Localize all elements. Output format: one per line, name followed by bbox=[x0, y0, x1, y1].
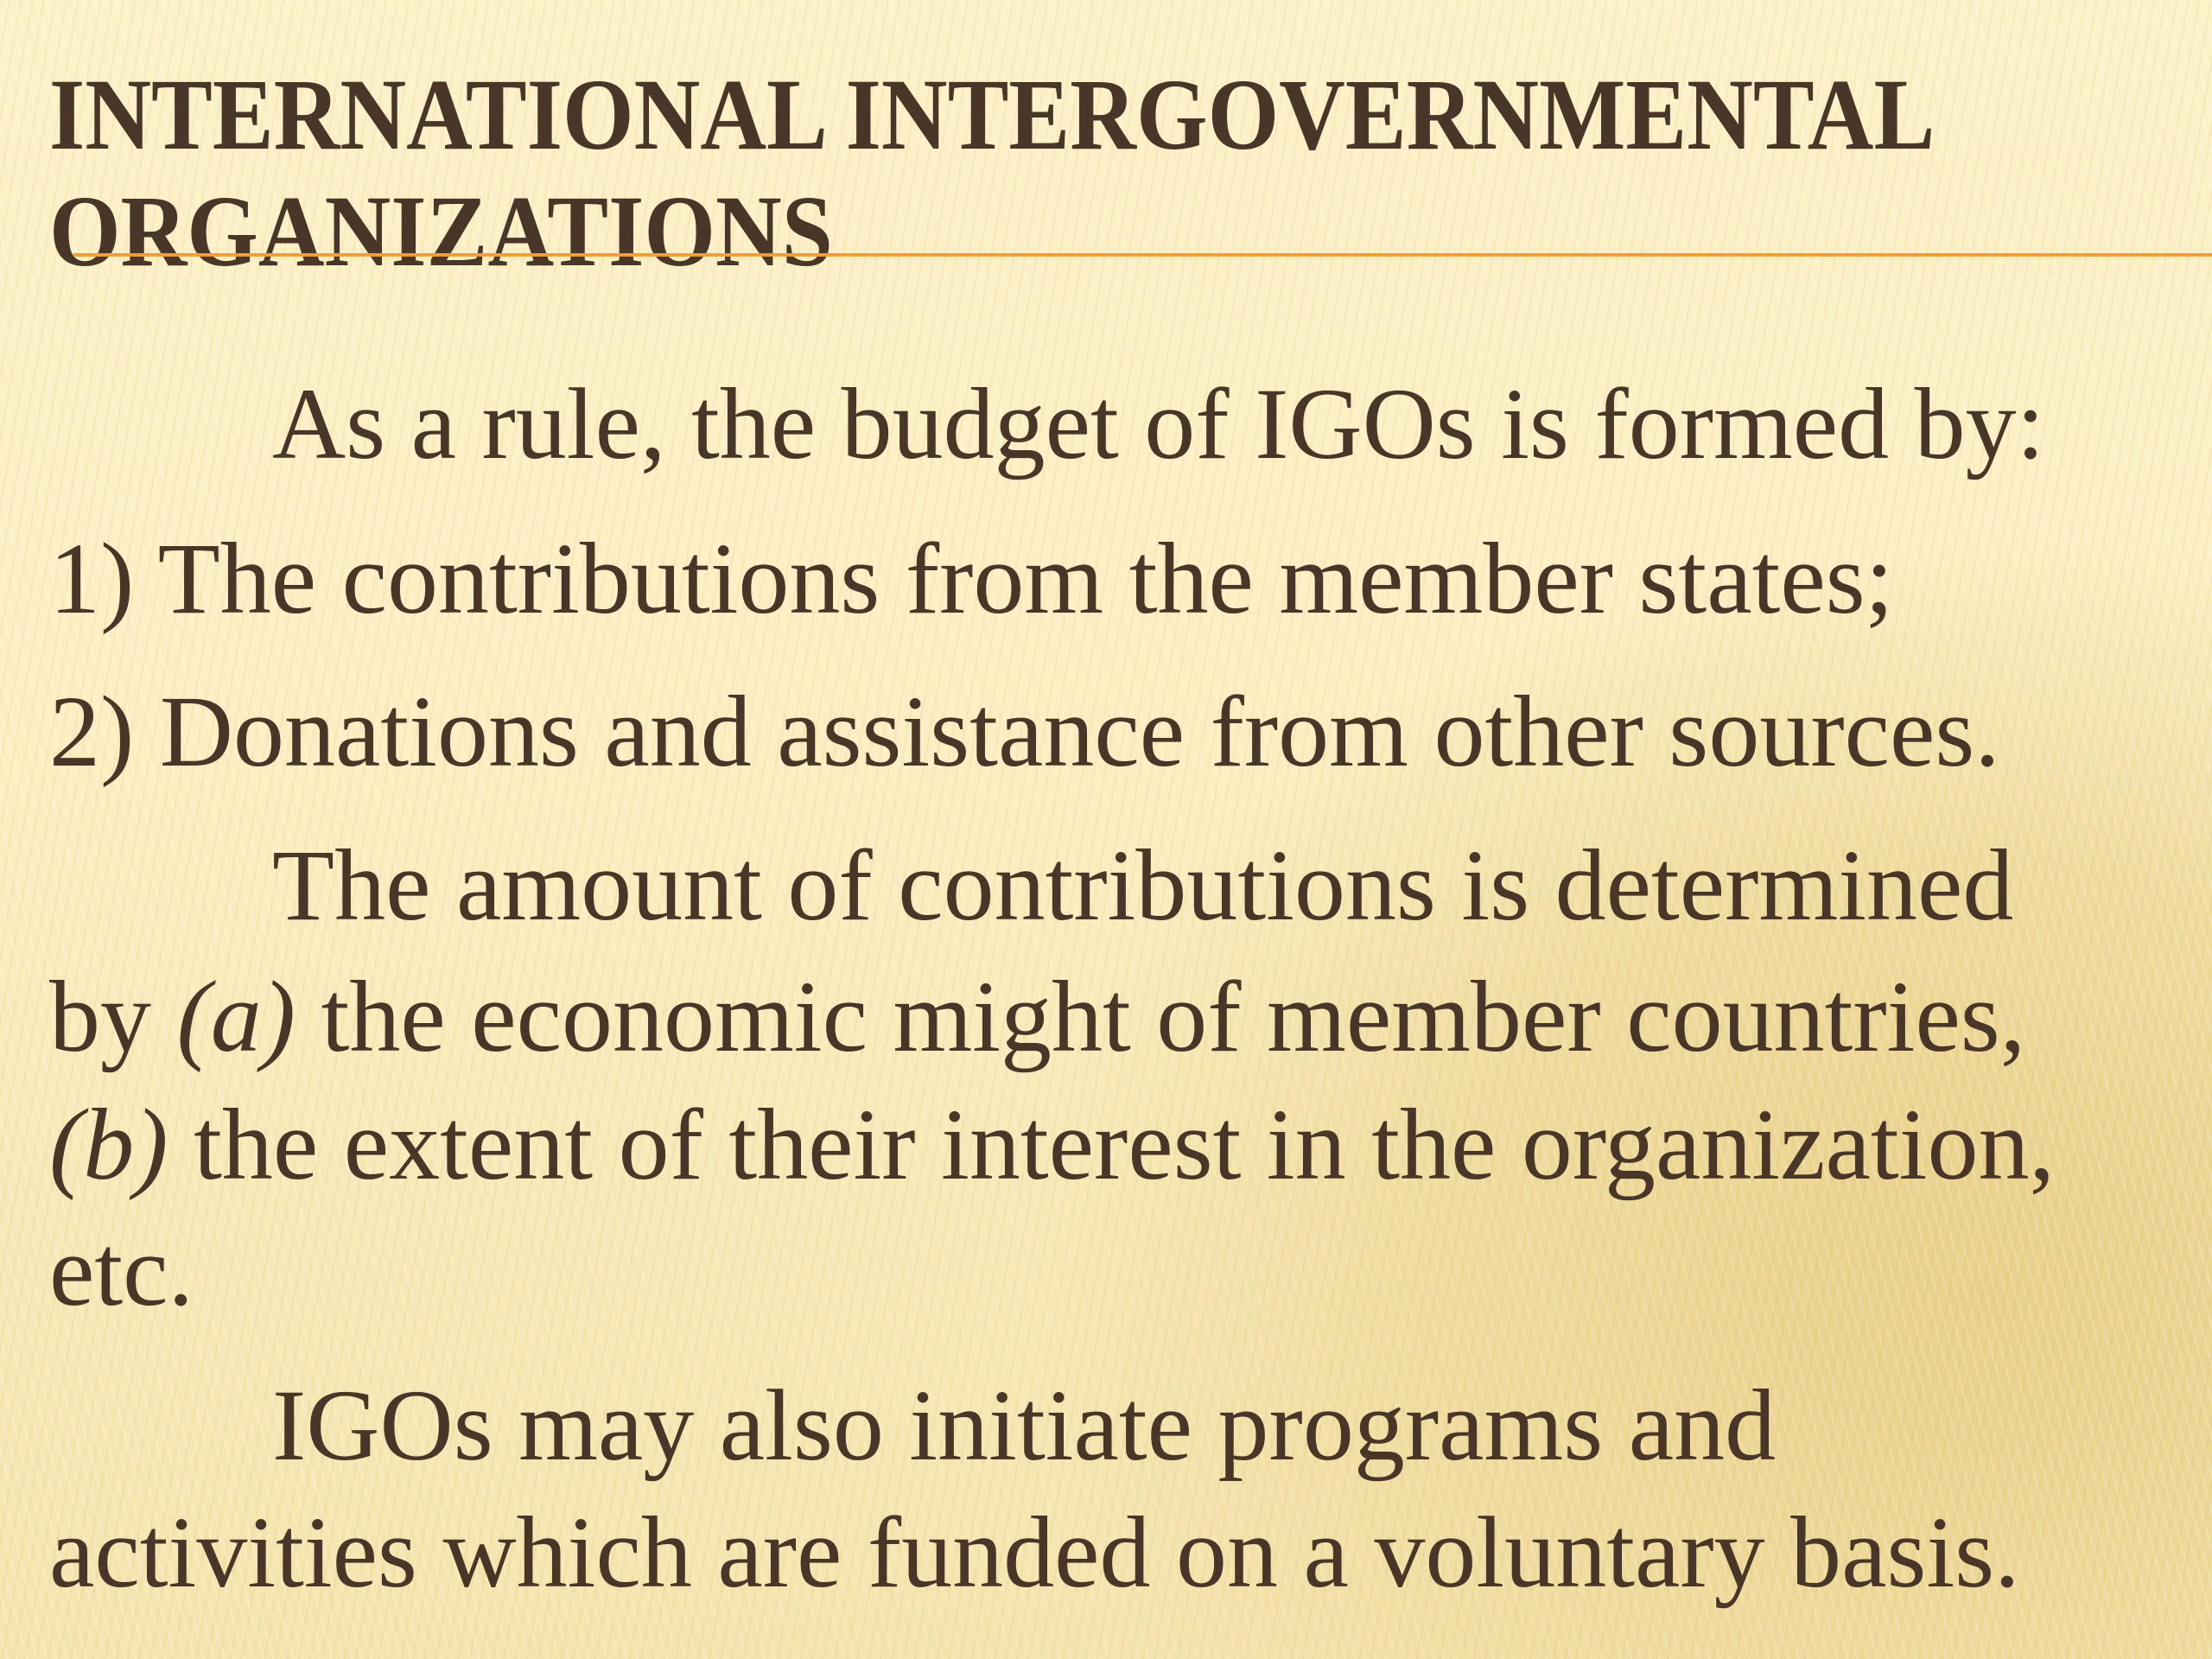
list-item-2: 2) Donations and assistance from other s… bbox=[49, 675, 2000, 788]
italic-marker-b: (b) bbox=[49, 1088, 168, 1201]
text: the economic might of member countries, bbox=[296, 960, 2026, 1073]
paragraph-2-line-2: by (a) the economic might of member coun… bbox=[49, 966, 2025, 1068]
slide-title-line-2: ORGANIZATIONS bbox=[49, 175, 833, 288]
text: by bbox=[49, 960, 177, 1073]
text: the extent of their interest in the orga… bbox=[168, 1088, 2055, 1201]
paragraph-intro: As a rule, the budget of IGOs is formed … bbox=[272, 367, 2045, 480]
paragraph-3-line-2: activities which are funded on a volunta… bbox=[49, 1496, 2020, 1609]
italic-marker-a: (a) bbox=[176, 960, 296, 1073]
slide-title-line-1: INTERNATIONAL INTERGOVERNMENTAL bbox=[49, 58, 1936, 171]
list-item-1: 1) The contributions from the member sta… bbox=[49, 522, 1894, 635]
paragraph-2-line-1: The amount of contributions is determine… bbox=[272, 829, 2014, 942]
paragraph-3-line-1: IGOs may also initiate programs and bbox=[272, 1369, 1777, 1482]
title-underline-divider bbox=[73, 253, 2212, 257]
paragraph-2-line-3: (b) the extent of their interest in the … bbox=[49, 1094, 2055, 1196]
paragraph-2-line-4: etc. bbox=[49, 1214, 194, 1327]
